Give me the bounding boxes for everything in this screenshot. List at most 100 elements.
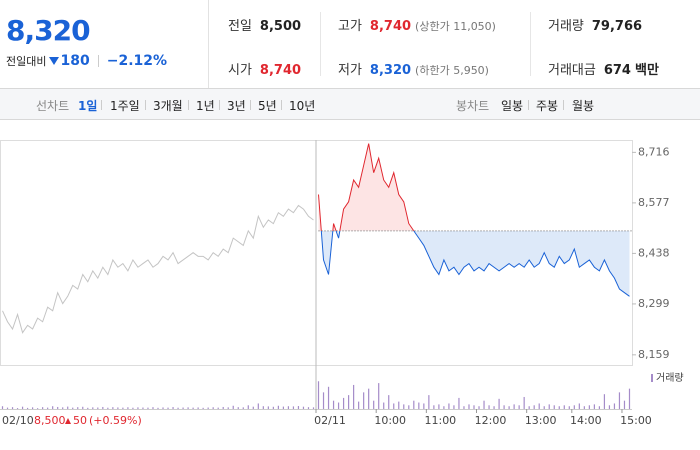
volume-bar	[302, 406, 305, 409]
volume-bar	[478, 406, 480, 409]
volume-bar	[488, 405, 490, 409]
volume-bar	[312, 407, 315, 409]
tab-bar: 선차트 1일 1주일 3개월 1년 3년 5년 10년 봉차트 일봉 주봉 월봉	[0, 89, 700, 120]
volume-bar	[172, 407, 174, 409]
change-label: 전일대비	[6, 55, 47, 68]
volume-bar	[583, 406, 585, 409]
volume-bar	[613, 403, 616, 409]
volume-bar	[82, 406, 84, 409]
volume-bar	[242, 407, 244, 409]
volume-bar	[433, 405, 435, 409]
tab[interactable]: 1일	[78, 99, 98, 113]
area-down	[321, 230, 630, 297]
volume-bar	[563, 405, 565, 409]
volume-bar	[503, 405, 505, 409]
volume-bar	[378, 383, 380, 409]
info-label: 고가	[338, 19, 362, 34]
volume-bar	[262, 406, 264, 409]
volume-bar	[438, 404, 440, 409]
volume-bar	[247, 405, 249, 409]
info-label: 저가	[338, 63, 362, 78]
x-tick-label: 11:00	[424, 414, 456, 427]
plot-frame	[0, 140, 633, 366]
volume-bar	[52, 406, 54, 409]
tab[interactable]: 월봉	[572, 99, 595, 113]
volume-bar	[57, 406, 59, 409]
volume-bar	[403, 404, 405, 409]
summary-date: 02/10	[2, 414, 34, 427]
volume-bar	[573, 405, 575, 409]
tab[interactable]: 1년	[196, 99, 215, 113]
quote-header: 8,320 전일대비 180 −2.12% 전일 8,500 고가 8,740 (상한…	[0, 0, 700, 89]
tab[interactable]: 5년	[258, 99, 277, 113]
summary-pct: (+0.59%)	[89, 414, 142, 427]
volume-bar	[513, 404, 515, 409]
area-up	[318, 143, 630, 231]
info-value: 8,740	[369, 19, 412, 34]
tab[interactable]: 주봉	[536, 99, 559, 113]
volume-bar	[358, 401, 360, 409]
volume-bar	[212, 407, 214, 409]
info-label: 전일	[228, 19, 252, 34]
volume-bar	[162, 407, 164, 409]
info-value: 8,740	[259, 63, 302, 78]
volume-bar	[538, 403, 540, 409]
volume-bar	[322, 392, 325, 409]
info-label: 시가	[228, 63, 252, 78]
info-value: 8,320	[369, 63, 412, 78]
volume-bar	[182, 407, 184, 409]
volume-bar	[232, 405, 234, 409]
summary-change: 50	[73, 414, 87, 427]
volume-bar	[498, 398, 500, 409]
volume-bar	[493, 406, 495, 409]
tab[interactable]: 일봉	[501, 99, 524, 113]
volume-bar	[393, 403, 395, 409]
volume-bar	[267, 406, 269, 409]
volume-bar	[1, 406, 4, 409]
volume-bar	[388, 395, 390, 409]
volume-bar	[628, 388, 631, 409]
price-box: 8,320 전일대비 180 −2.12%	[0, 0, 209, 88]
x-tick-label: 12:00	[475, 414, 507, 427]
volume-bar	[327, 386, 330, 409]
volume-bar	[337, 402, 340, 409]
info-label: 거래대금	[548, 63, 596, 78]
volume-bar	[317, 381, 320, 409]
volume-bar	[453, 405, 455, 409]
volume-bar	[277, 405, 279, 409]
volume-bar	[558, 406, 560, 409]
volume-bar	[603, 394, 606, 409]
volume-bar	[292, 406, 295, 409]
volume-bar	[423, 403, 425, 409]
price: 8,320	[6, 14, 91, 47]
volume-bar	[16, 408, 19, 409]
tab[interactable]: 3개월	[153, 99, 183, 113]
tab[interactable]: 1주일	[110, 99, 140, 113]
volume-bar	[593, 404, 595, 409]
volume-bar	[72, 407, 74, 409]
volume-bar	[568, 406, 570, 409]
volume-bar	[623, 400, 626, 409]
volume-bar	[237, 407, 239, 409]
volume-bar	[26, 407, 29, 409]
volume-bar	[252, 406, 254, 409]
volume-bar	[207, 407, 209, 409]
volume-bar	[257, 403, 259, 409]
tab[interactable]: 3년	[227, 99, 246, 113]
volume-bar	[127, 407, 129, 409]
summary-price: 8,500	[34, 414, 66, 427]
volume-bar	[578, 403, 580, 409]
volume-bar	[418, 402, 420, 409]
info-item: 고가 8,740 (상한가 11,050)	[338, 15, 496, 34]
volume-bar	[77, 407, 79, 409]
volume-bar	[282, 406, 284, 409]
volume-bar	[102, 406, 104, 409]
tab[interactable]: 10년	[289, 99, 316, 113]
info-value: 8,500	[259, 19, 302, 34]
x-tick-label: 02/11	[314, 414, 346, 427]
x-tick-label: 10:00	[374, 414, 406, 427]
volume-bar	[177, 407, 179, 409]
info-note: (하한가 5,950)	[415, 64, 489, 77]
volume-bar	[117, 407, 119, 409]
volume-bar	[307, 407, 310, 409]
